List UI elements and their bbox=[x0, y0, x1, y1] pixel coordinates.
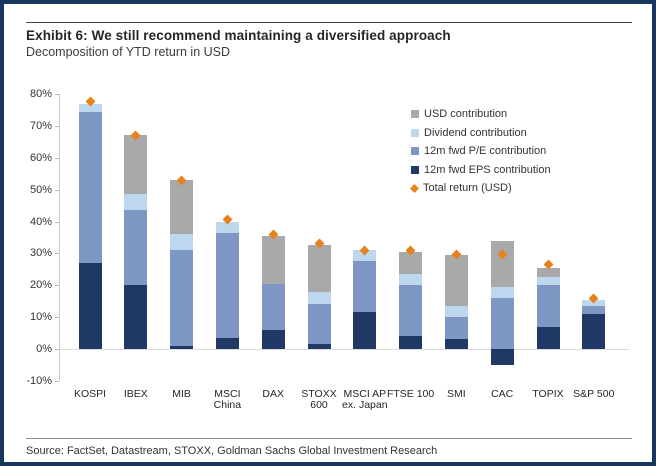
y-tick-mark bbox=[55, 221, 59, 223]
bar-segment-dividend bbox=[124, 194, 148, 211]
legend-label: 12m fwd P/E contribution bbox=[424, 145, 547, 158]
y-tick-label: 50% bbox=[29, 183, 52, 196]
bar-segment-eps bbox=[444, 339, 468, 349]
bar-segment-dividend bbox=[490, 286, 514, 298]
legend-item: Total return (USD) bbox=[410, 179, 551, 198]
bar-segment-pe bbox=[78, 111, 102, 263]
y-tick-label: 10% bbox=[29, 311, 52, 324]
bar-segment-pe bbox=[261, 283, 285, 330]
x-category-label: MIB bbox=[172, 387, 191, 400]
bar-segment-usd bbox=[261, 235, 285, 284]
source-note: Source: FactSet, Datastream, STOXX, Gold… bbox=[26, 445, 438, 457]
legend-square-icon bbox=[411, 128, 419, 137]
bar-segment-usd bbox=[444, 254, 468, 306]
legend-square-icon bbox=[411, 165, 419, 174]
bar-segment-usd bbox=[536, 267, 560, 278]
bar-segment-usd bbox=[124, 135, 148, 195]
y-tick-label: -10% bbox=[26, 374, 52, 387]
bar-segment-eps bbox=[399, 336, 423, 349]
y-tick-mark bbox=[55, 380, 59, 382]
bar-segment-pe bbox=[170, 250, 194, 346]
y-axis-line bbox=[59, 94, 60, 381]
bar-segment-dividend bbox=[536, 277, 560, 286]
y-tick-label: 40% bbox=[29, 215, 52, 228]
y-tick-label: 60% bbox=[29, 151, 52, 164]
bar-segment-pe bbox=[353, 261, 377, 313]
bar-segment-pe bbox=[444, 317, 468, 340]
y-tick-mark bbox=[55, 253, 59, 255]
legend-item: USD contribution bbox=[411, 105, 551, 124]
legend-label: 12m fwd EPS contribution bbox=[424, 163, 551, 176]
y-tick-label: 0% bbox=[36, 343, 52, 355]
bar-segment-usd bbox=[170, 180, 194, 235]
y-tick-label: 70% bbox=[29, 119, 52, 132]
bar-segment-eps bbox=[78, 262, 102, 349]
bar-segment-pe bbox=[582, 305, 606, 314]
legend-item: 12m fwd EPS contribution bbox=[411, 161, 551, 180]
y-tick-mark bbox=[55, 285, 59, 287]
x-category-label: STOXX 600 bbox=[301, 387, 337, 412]
bar-segment-eps bbox=[307, 344, 331, 349]
bar-segment-eps bbox=[170, 345, 194, 349]
plot-area: 80% 70% 60% 50% 40% 30% 20% 10% 0% -10% KOSPI IBEX M… bbox=[4, 4, 652, 462]
y-tick-mark bbox=[55, 189, 59, 191]
bar-segment-pe bbox=[124, 210, 148, 286]
y-tick-mark bbox=[55, 94, 59, 95]
bar-segment-pe bbox=[307, 304, 331, 345]
bar-segment-eps bbox=[261, 329, 285, 349]
y-tick-mark bbox=[55, 157, 59, 159]
legend-item: Dividend contribution bbox=[411, 124, 551, 143]
bar-segment-eps bbox=[536, 326, 560, 349]
exhibit-title: Exhibit 6: We still recommend maintainin… bbox=[26, 28, 451, 43]
legend-square-icon bbox=[411, 147, 419, 156]
bar-segment-eps bbox=[582, 313, 606, 349]
bar-segment-usd bbox=[399, 251, 423, 275]
x-category-label: MSCI China bbox=[213, 387, 242, 412]
bar-segment-dividend bbox=[399, 274, 423, 286]
x-category-label: MSCI AP ex. Japan bbox=[342, 387, 388, 412]
bar-segment-eps bbox=[124, 285, 148, 349]
x-category-label: S&P 500 bbox=[573, 387, 615, 400]
footer-divider bbox=[26, 438, 632, 439]
bar-segment-usd bbox=[490, 240, 514, 287]
y-tick-mark bbox=[55, 317, 59, 319]
bar-segment-dividend bbox=[307, 291, 331, 305]
bar-segment-eps bbox=[215, 337, 239, 349]
legend-label: USD contribution bbox=[424, 108, 508, 121]
x-category-label: CAC bbox=[491, 387, 514, 400]
y-tick-label: 30% bbox=[29, 247, 52, 260]
exhibit-subtitle: Decomposition of YTD return in USD bbox=[26, 45, 231, 59]
bar-segment-usd bbox=[307, 245, 331, 292]
bar-segment-dividend bbox=[170, 234, 194, 251]
y-tick-label: 20% bbox=[29, 279, 52, 292]
legend-item: 12m fwd P/E contribution bbox=[411, 142, 551, 161]
bar-segment-pe bbox=[536, 285, 560, 327]
x-category-label: KOSPI bbox=[73, 387, 107, 400]
legend-diamond-icon bbox=[410, 183, 419, 193]
legend-square-icon bbox=[411, 110, 419, 119]
y-tick-mark bbox=[55, 349, 59, 350]
bar-segment-dividend bbox=[353, 250, 377, 262]
x-category-label: TOPIX bbox=[532, 387, 564, 400]
y-tick-label: 80% bbox=[29, 88, 52, 100]
bar-segment-dividend bbox=[215, 221, 239, 233]
bar-segment-eps bbox=[353, 312, 377, 349]
x-category-label: FTSE 100 bbox=[386, 387, 435, 400]
x-category-label: DAX bbox=[262, 387, 284, 400]
legend-label: Total return (USD) bbox=[423, 182, 512, 195]
zero-gridline bbox=[59, 349, 629, 350]
bar-segment-pe bbox=[215, 232, 239, 338]
x-category-label: SMI bbox=[447, 387, 466, 400]
bar-segment-pe bbox=[399, 285, 423, 337]
bar-segment-pe bbox=[490, 298, 514, 349]
bar-segment-dividend bbox=[78, 103, 102, 112]
x-category-label: IBEX bbox=[123, 387, 148, 400]
top-divider bbox=[26, 22, 632, 23]
bar-segment-dividend bbox=[444, 305, 468, 318]
bar-segment-eps bbox=[490, 349, 514, 365]
chart-legend: USD contribution Dividend contribution 12m… bbox=[410, 105, 551, 198]
legend-label: Dividend contribution bbox=[424, 126, 527, 139]
y-tick-mark bbox=[55, 125, 59, 127]
